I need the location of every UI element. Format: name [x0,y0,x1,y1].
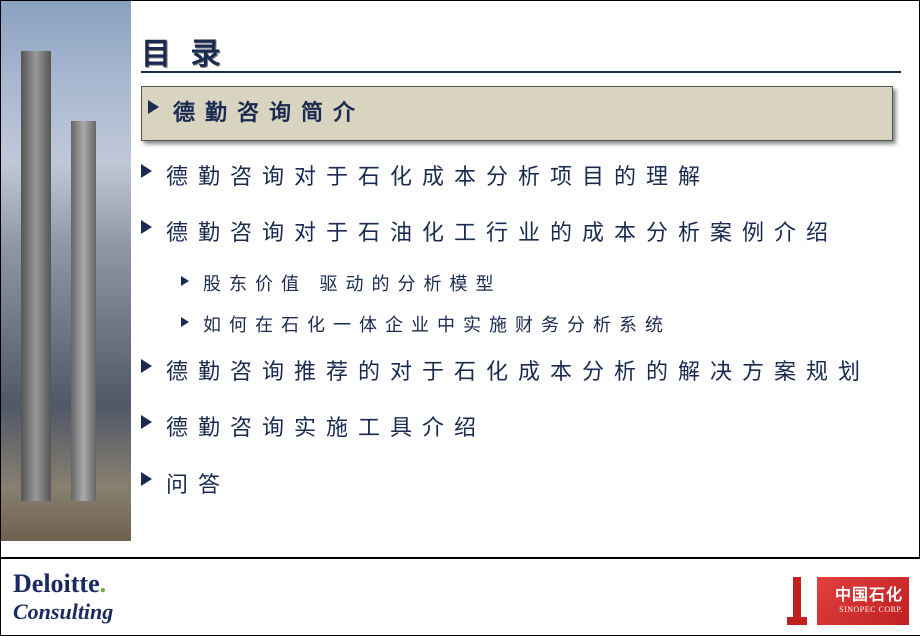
sinopec-badge: 中国石化 SINOPEC CORP. [817,577,909,625]
toc-item-text: 德勤咨询实施工具介绍 [166,408,486,449]
toc-item: 德勤咨询对于石油化工行业的成本分析案例介绍 [141,213,901,254]
deloitte-word: Deloitte [13,569,100,598]
toc-item: 德勤咨询实施工具介绍 [141,408,901,449]
bullet-arrow-icon [181,317,189,327]
sinopec-tower-icon [783,577,811,625]
toc-subitem: 股东价值 驱动的分析模型 [181,270,901,299]
toc-item: 问答 [141,465,901,506]
toc-item: 德勤咨询简介 [141,86,893,141]
bullet-arrow-icon [181,276,189,286]
sinopec-en: SINOPEC CORP. [823,605,903,614]
toc-subitem-text: 如何在石化一体企业中实施财务分析系统 [203,311,671,340]
bullet-arrow-icon [141,220,152,234]
toc-item-text: 德勤咨询简介 [173,93,365,134]
bullet-arrow-icon [141,164,152,178]
sinopec-cn: 中国石化 [823,581,903,605]
deloitte-logo: Deloitte. Consulting [13,569,113,625]
sinopec-logo: 中国石化 SINOPEC CORP. [783,577,909,625]
toc-item-text: 德勤咨询对于石油化工行业的成本分析案例介绍 [166,213,838,254]
sidebar-photo [1,1,131,541]
deloitte-logo-line1: Deloitte. [13,569,113,599]
bullet-arrow-icon [141,415,152,429]
toc-item: 德勤咨询推荐的对于石化成本分析的解决方案规划 [141,352,901,393]
deloitte-logo-line2: Consulting [13,599,113,625]
footer: Deloitte. Consulting 中国石化 SINOPEC CORP. [1,557,920,635]
page-title: 目 录 [141,29,227,73]
toc-sublist: 股东价值 驱动的分析模型 如何在石化一体企业中实施财务分析系统 [181,270,901,340]
toc-item-text: 问答 [166,465,230,506]
toc-subitem: 如何在石化一体企业中实施财务分析系统 [181,311,901,340]
bullet-arrow-icon [141,359,152,373]
bullet-arrow-icon [141,472,152,486]
toc-list: 德勤咨询简介 德勤咨询对于石化成本分析项目的理解 德勤咨询对于石油化工行业的成本… [141,86,901,522]
toc-item: 德勤咨询对于石化成本分析项目的理解 [141,157,901,198]
title-underline [141,71,901,73]
deloitte-dot-icon: . [100,569,107,598]
toc-item-text: 德勤咨询对于石化成本分析项目的理解 [166,157,710,198]
toc-item-text: 德勤咨询推荐的对于石化成本分析的解决方案规划 [166,352,870,393]
slide: 目 录 德勤咨询简介 德勤咨询对于石化成本分析项目的理解 德勤咨询对于石油化工行… [0,0,920,636]
bullet-arrow-icon [148,100,159,114]
toc-subitem-text: 股东价值 驱动的分析模型 [203,270,502,299]
